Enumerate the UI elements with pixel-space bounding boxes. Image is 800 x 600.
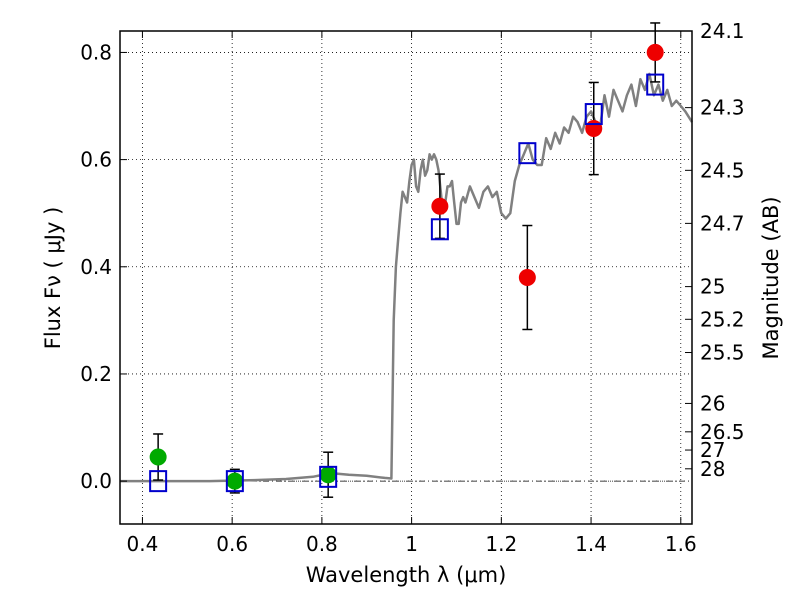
model-spectrum <box>120 72 694 483</box>
series-0-point <box>149 448 167 466</box>
series-1-point <box>431 197 449 215</box>
series-2-point <box>518 142 537 165</box>
series-2-point <box>584 103 603 126</box>
y-tick-label: 0.2 <box>80 362 112 386</box>
mag-tick-label: 26.5 <box>700 420 745 444</box>
series-0-point <box>226 472 244 490</box>
mag-tick-label: 24.5 <box>700 158 745 182</box>
series-2-point <box>319 465 338 488</box>
mag-tick-label: 24.1 <box>700 19 745 43</box>
x-tick-label: 1.4 <box>575 532 607 556</box>
mag-tick-label: 27 <box>700 438 725 462</box>
plot-background <box>120 31 692 524</box>
x-tick-label: 0.8 <box>306 532 338 556</box>
grid <box>120 31 692 524</box>
series-2-point <box>149 470 168 493</box>
series-1-point <box>518 269 536 286</box>
mag-tick-label: 25.5 <box>700 341 745 365</box>
x-tick-label: 0.6 <box>216 532 248 556</box>
series-0-point <box>319 466 337 484</box>
x-tick-label: 1.2 <box>485 532 517 556</box>
mag-tick-label: 24.7 <box>700 211 745 235</box>
y-axis-label: Flux Fν ( μJy ) <box>41 207 65 350</box>
x-axis-label: Wavelength λ (μm) <box>306 563 507 587</box>
y-tick-label: 0.4 <box>80 255 112 279</box>
mag-tick-label: 25.2 <box>700 307 745 331</box>
series-2-point <box>646 73 665 96</box>
photometry-points <box>149 22 665 498</box>
mag-tick-label: 26 <box>700 391 725 415</box>
model-spectrum-line <box>120 72 694 483</box>
mag-tick-label: 25 <box>700 275 725 299</box>
axis-ticks: 0.4 0.6 0.8 1 1.2 1.4 1.6 0.0 0.2 0.4 0.6 0.8 24.1 24… <box>80 19 744 556</box>
mag-tick-label: 28 <box>700 457 725 481</box>
series-1-point <box>585 120 603 138</box>
x-tick-label: 1 <box>405 532 418 556</box>
series-2-point <box>430 218 449 241</box>
series-2-point <box>225 470 244 493</box>
x-tick-label: 1.6 <box>665 532 697 556</box>
plot-frame <box>119 30 693 525</box>
y-tick-label: 0.6 <box>80 148 112 172</box>
y-tick-label: 0.0 <box>80 469 112 493</box>
x-tick-label: 0.4 <box>127 532 159 556</box>
mag-tick-label: 24.3 <box>700 96 745 120</box>
y2-axis-label: Magnitude (AB) <box>759 196 783 359</box>
y-tick-label: 0.8 <box>80 40 112 64</box>
series-1-point <box>646 43 664 61</box>
